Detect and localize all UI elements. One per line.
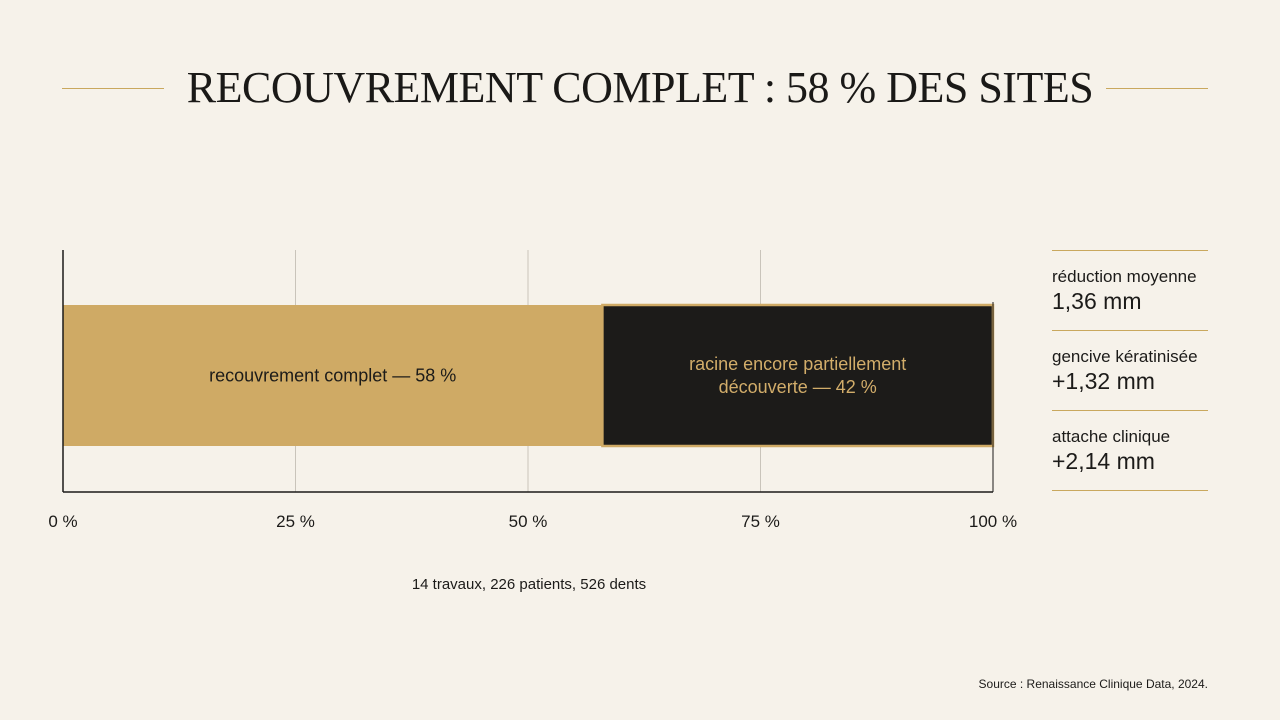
kpi-reduction: réduction moyenne 1,36 mm xyxy=(1052,251,1208,330)
kpi-panel: réduction moyenne 1,36 mm gencive kérati… xyxy=(1052,250,1208,491)
bar-segment-label: racine encore partiellement xyxy=(689,354,906,374)
kpi-label: gencive kératinisée xyxy=(1052,347,1198,366)
bar-segment-label: recouvrement complet — 58 % xyxy=(209,366,456,386)
x-tick-label: 0 % xyxy=(48,512,77,531)
kpi-value: 1,36 mm xyxy=(1052,288,1142,314)
title-rule-right xyxy=(1106,88,1208,89)
x-tick-label: 50 % xyxy=(509,512,548,531)
bar-segment-label: découverte — 42 % xyxy=(719,377,877,397)
kpi-gencive: gencive kératinisée +1,32 mm xyxy=(1052,331,1208,410)
kpi-divider xyxy=(1052,250,1208,251)
axes xyxy=(62,250,994,493)
bar-segments: recouvrement complet — 58 % racine encore… xyxy=(63,303,995,448)
x-tick-label: 75 % xyxy=(741,512,780,531)
kpi-divider xyxy=(1052,490,1208,491)
page-title: RECOUVREMENT COMPLET : 58 % DES SITES xyxy=(186,63,1094,112)
source-note: Source : Renaissance Clinique Data, 2024… xyxy=(978,677,1208,691)
x-tick-label: 25 % xyxy=(276,512,315,531)
kpi-label: réduction moyenne xyxy=(1052,267,1197,286)
kpi-label: attache clinique xyxy=(1052,427,1171,446)
x-tick-labels: 0 % 25 % 50 % 75 % 100 % xyxy=(48,512,1017,531)
bar-segment-1 xyxy=(63,305,603,446)
footnote: 14 travaux, 226 patients, 526 dents xyxy=(411,576,647,593)
kpi-divider xyxy=(1052,410,1208,411)
x-tick-label: 100 % xyxy=(969,512,1017,531)
kpi-divider xyxy=(1052,330,1208,331)
kpi-value: +2,14 mm xyxy=(1052,448,1155,474)
bar-segment-2 xyxy=(601,303,995,448)
kpi-value: +1,32 mm xyxy=(1052,368,1155,394)
kpi-attache: attache clinique +2,14 mm xyxy=(1052,411,1208,490)
title-rule-left xyxy=(62,88,164,89)
